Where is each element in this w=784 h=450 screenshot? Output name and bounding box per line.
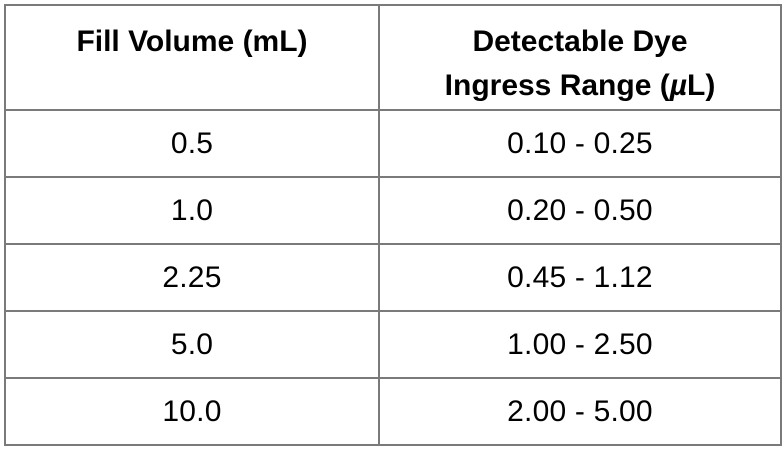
cell-dye-ingress-range: 0.10 - 0.25 — [378, 109, 782, 178]
cell-fill-volume: 1.0 — [4, 176, 380, 245]
cell-fill-volume: 2.25 — [4, 243, 380, 312]
cell-dye-ingress-range: 1.00 - 2.50 — [378, 310, 782, 379]
cell-dye-ingress-range: 2.00 - 5.00 — [378, 377, 782, 446]
mu-symbol: µ — [669, 69, 688, 102]
table-row: 10.0 2.00 - 5.00 — [4, 377, 782, 446]
table-row: 1.0 0.20 - 0.50 — [4, 176, 782, 245]
header-dye-ingress-line2-prefix: Ingress Range ( — [444, 69, 670, 102]
header-dye-ingress-line2: Ingress Range (µL) — [381, 64, 779, 108]
cell-fill-volume: 0.5 — [4, 109, 380, 178]
header-fill-volume: Fill Volume (mL) — [4, 4, 380, 111]
header-row: Fill Volume (mL) Detectable Dye Ingress … — [4, 4, 782, 111]
cell-fill-volume: 10.0 — [4, 377, 380, 446]
table-row: 2.25 0.45 - 1.12 — [4, 243, 782, 312]
dye-ingress-table: Fill Volume (mL) Detectable Dye Ingress … — [4, 4, 782, 446]
header-fill-volume-label: Fill Volume (mL) — [76, 25, 308, 58]
table-row: 5.0 1.00 - 2.50 — [4, 310, 782, 379]
cell-dye-ingress-range: 0.20 - 0.50 — [378, 176, 782, 245]
header-dye-ingress-line2-suffix: L) — [687, 69, 716, 102]
cell-fill-volume: 5.0 — [4, 310, 380, 379]
table-row: 0.5 0.10 - 0.25 — [4, 109, 782, 178]
header-dye-ingress-line1: Detectable Dye — [472, 25, 688, 58]
cell-dye-ingress-range: 0.45 - 1.12 — [378, 243, 782, 312]
header-dye-ingress-range: Detectable Dye Ingress Range (µL) — [378, 4, 782, 111]
